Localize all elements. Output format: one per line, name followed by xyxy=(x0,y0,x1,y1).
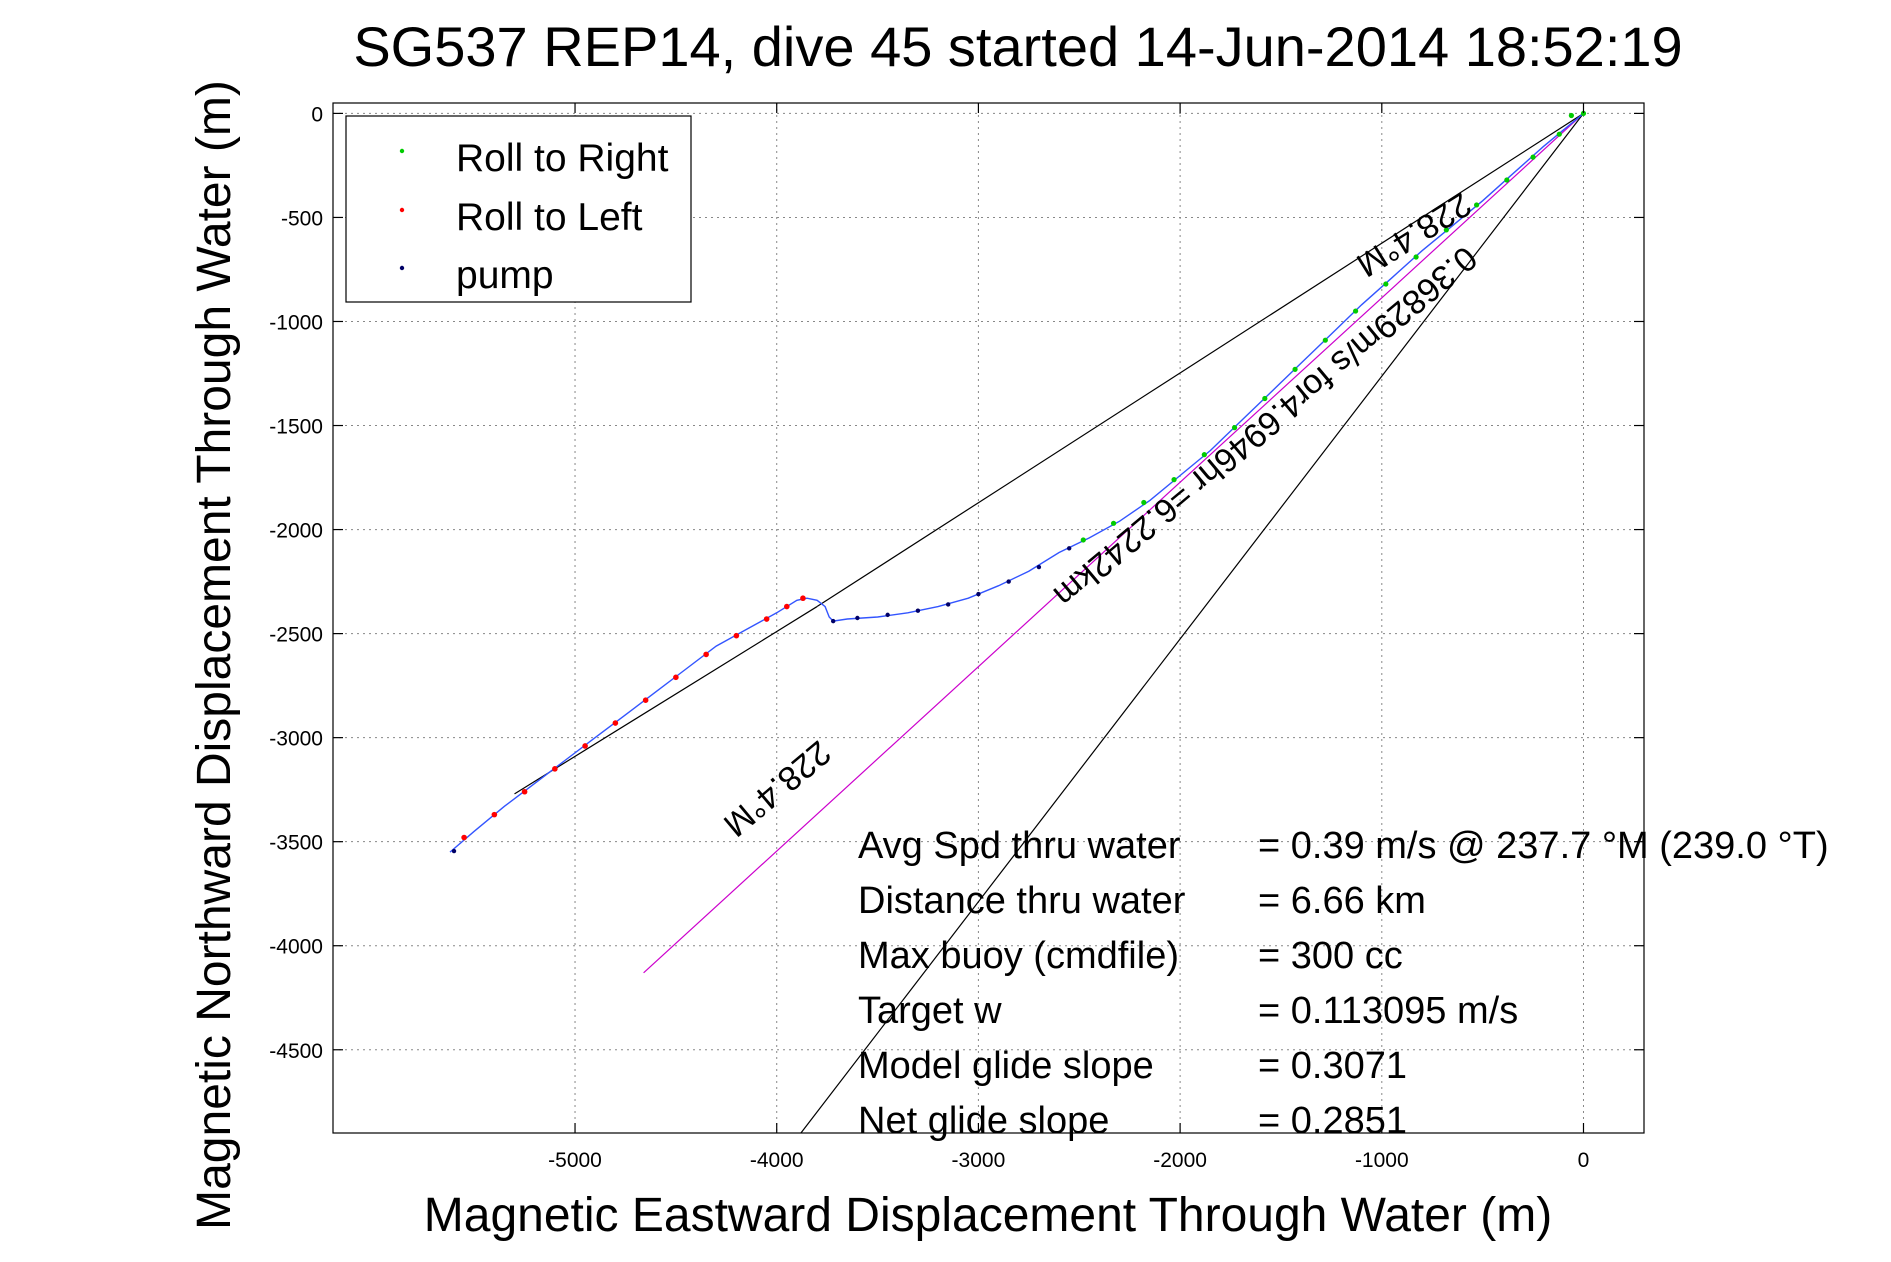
roll-left-point xyxy=(642,697,649,703)
pump-point xyxy=(945,602,951,607)
roll-right-point xyxy=(1580,110,1587,117)
stat-value-model-glide: = 0.3071 xyxy=(1258,1045,1407,1087)
pump-point xyxy=(855,615,860,621)
roll-right-point xyxy=(1383,281,1389,287)
roll-left-point xyxy=(461,834,467,841)
roll-right-point xyxy=(1262,395,1268,402)
x-tick-label: -5000 xyxy=(548,1149,602,1172)
roll-right-point xyxy=(1292,366,1298,372)
pump-point xyxy=(1066,546,1072,551)
heading-line xyxy=(800,113,1584,1134)
chart-title: SG537 REP14, dive 45 started 14-Jun-2014… xyxy=(353,15,1682,78)
stat-value-distance: = 6.66 km xyxy=(1258,880,1426,922)
grid-lines xyxy=(333,103,1644,1133)
axis-ticks: -5000 -4000 -3000 -2000 -1000 0 0 -500 -1000 -150… xyxy=(269,103,1644,1172)
roll-left-point xyxy=(491,811,498,818)
roll-left-point xyxy=(784,603,790,610)
roll-left-point xyxy=(552,766,558,772)
heading-annotation-lower: 228.4°M xyxy=(716,733,838,844)
roll-left-point xyxy=(521,788,528,795)
y-tick-label: -1500 xyxy=(269,416,323,439)
stat-value-net-glide: = 0.2851 xyxy=(1258,1100,1407,1142)
roll-right-point xyxy=(1443,227,1449,233)
roll-right-point xyxy=(1568,112,1574,119)
pump-point xyxy=(915,608,921,613)
roll-right-point xyxy=(1504,177,1510,183)
heading-line xyxy=(816,112,1584,608)
roll-right-point xyxy=(1171,477,1177,483)
x-tick-label: 0 xyxy=(1578,1149,1590,1172)
track-points xyxy=(451,110,1587,854)
legend-marker-roll-left xyxy=(399,207,405,213)
stat-label-net-glide: Net glide slope xyxy=(858,1100,1109,1142)
stat-label-max-buoy: Max buoy (cmdfile) xyxy=(858,935,1179,977)
legend-label-pump: pump xyxy=(456,254,554,297)
legend-label-roll-right: Roll to Right xyxy=(456,137,669,180)
y-tick-label: -4500 xyxy=(269,1040,323,1063)
roll-right-point xyxy=(1231,425,1238,431)
x-tick-label: -4000 xyxy=(750,1149,804,1172)
dive-stats: Avg Spd thru water = 0.39 m/s @ 237.7 °M… xyxy=(858,825,1829,1142)
pump-point xyxy=(451,848,457,854)
roll-left-point xyxy=(703,651,709,658)
heading-line xyxy=(643,112,1584,974)
x-tick-label: -1000 xyxy=(1355,1149,1409,1172)
y-tick-label: 0 xyxy=(311,103,323,126)
legend: Roll to Right Roll to Left pump xyxy=(345,115,692,303)
roll-left-point xyxy=(733,632,740,639)
y-tick-label: -2000 xyxy=(269,520,323,543)
roll-right-point xyxy=(1080,537,1086,543)
roll-right-point xyxy=(1352,308,1359,314)
y-tick-label: -500 xyxy=(281,207,323,230)
roll-right-point xyxy=(1413,254,1419,260)
y-tick-label: -3500 xyxy=(269,832,323,855)
legend-marker-pump xyxy=(399,265,405,271)
y-tick-label: -2500 xyxy=(269,624,323,647)
stat-label-target-w: Target w xyxy=(858,990,1002,1032)
stat-label-avg-spd: Avg Spd thru water xyxy=(858,825,1181,867)
x-tick-label: -3000 xyxy=(952,1149,1006,1172)
roll-left-point xyxy=(673,674,679,681)
pump-point xyxy=(830,618,836,624)
heading-line xyxy=(514,606,818,795)
roll-left-point xyxy=(582,743,588,749)
y-tick-label: -1000 xyxy=(269,311,323,334)
legend-label-roll-left: Roll to Left xyxy=(456,196,643,239)
roll-right-point xyxy=(1322,337,1328,343)
roll-right-point xyxy=(1201,452,1207,458)
heading-lines xyxy=(514,112,1584,1134)
pump-point xyxy=(885,612,890,618)
legend-marker-roll-right xyxy=(399,148,405,154)
pump-point xyxy=(1036,564,1042,570)
y-tick-label: -4000 xyxy=(269,936,323,959)
roll-right-point xyxy=(1141,499,1147,506)
speed-annotation: 0.36829m/s for4.6946hr =6.2242km xyxy=(1046,238,1484,614)
stat-value-avg-spd: = 0.39 m/s @ 237.7 °M (239.0 °T) xyxy=(1258,825,1829,867)
roll-left-point xyxy=(612,720,619,726)
plot-frame xyxy=(332,102,1645,1134)
y-axis-label: Magnetic Northward Displacement Through … xyxy=(188,80,241,1230)
roll-right-point xyxy=(1556,131,1562,137)
roll-right-point xyxy=(1530,154,1536,160)
y-tick-label: -3000 xyxy=(269,728,323,751)
pump-point xyxy=(1006,579,1011,584)
stat-label-distance: Distance thru water xyxy=(858,880,1186,922)
stat-label-model-glide: Model glide slope xyxy=(858,1045,1154,1087)
roll-left-point xyxy=(800,595,806,602)
stat-value-max-buoy: = 300 cc xyxy=(1258,935,1403,977)
roll-left-point xyxy=(763,616,770,622)
stat-value-target-w: = 0.113095 m/s xyxy=(1258,990,1518,1032)
x-axis-label: Magnetic Eastward Displacement Through W… xyxy=(424,1189,1552,1242)
x-tick-label: -2000 xyxy=(1153,1149,1207,1172)
roll-right-point xyxy=(1473,202,1480,208)
pump-point xyxy=(976,591,981,597)
roll-right-point xyxy=(1110,520,1117,526)
